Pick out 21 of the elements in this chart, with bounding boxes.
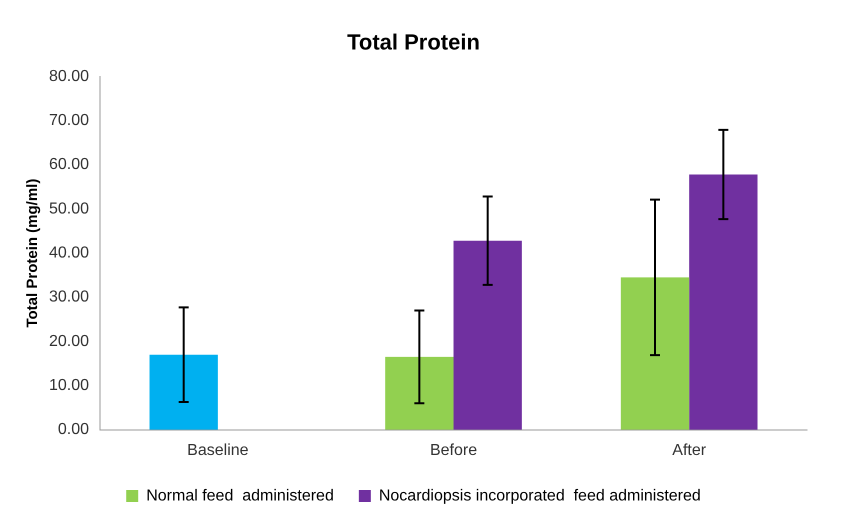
bar: [150, 354, 218, 430]
y-axis-title: Total Protein (mg/ml): [24, 178, 42, 328]
y-tick-label: 40.00: [48, 244, 90, 262]
bar: [620, 277, 690, 430]
y-tick-label: 0.00: [58, 421, 90, 438]
legend-label: Nocardiopsis incorporated feed administered: [378, 487, 701, 504]
y-tick-label: 70.00: [48, 112, 90, 129]
x-tick-label: Baseline: [187, 442, 249, 459]
y-tick-label: 10.00: [48, 377, 90, 394]
bar: [385, 356, 454, 430]
x-tick-label: After: [672, 442, 707, 459]
y-tick-label: 60.00: [48, 156, 90, 174]
legend-label: Normal feed administered: [146, 487, 334, 504]
y-tick-label: 50.00: [48, 200, 90, 218]
y-tick-label: 20.00: [48, 332, 90, 350]
chart-title: Total Protein: [347, 29, 480, 54]
y-tick-label: 80.00: [48, 68, 90, 85]
bar: [454, 240, 522, 430]
y-tick-label: 30.00: [48, 288, 90, 306]
bar: [689, 174, 758, 430]
x-tick-label: Before: [430, 442, 478, 459]
